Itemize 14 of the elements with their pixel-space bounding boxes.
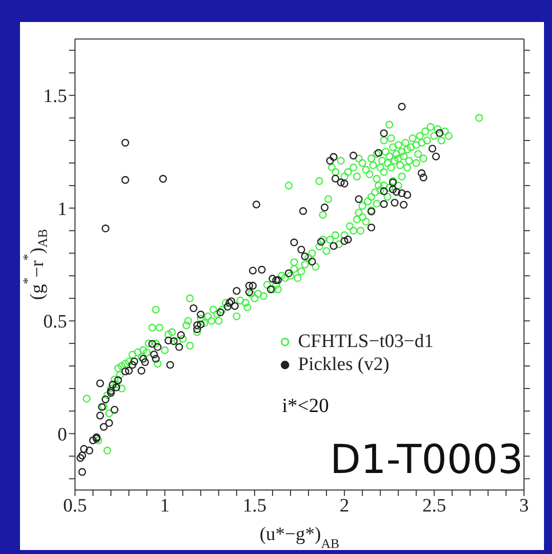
annotation: D1-T0003: [330, 437, 524, 483]
y-tick-label: 0: [58, 424, 67, 446]
x-axis-title: (u*−g*)$_{AB}$: [260, 524, 340, 550]
y-tick-label: 0.5: [43, 312, 67, 333]
y-tick-label: 1.5: [43, 86, 67, 108]
x-tick-label: 3: [519, 495, 529, 516]
legend-label: Pickles (v2): [298, 353, 390, 376]
x-tick-label: 1: [160, 495, 170, 516]
x-tick-label: 2.5: [422, 495, 446, 516]
annotation: i*<20: [282, 395, 329, 417]
y-tick-label: 1: [58, 198, 67, 220]
x-tick-label: 1.5: [242, 495, 266, 516]
legend-label: CFHTLS−t03−d1: [298, 330, 434, 353]
x-tick-label: 2: [340, 495, 350, 516]
